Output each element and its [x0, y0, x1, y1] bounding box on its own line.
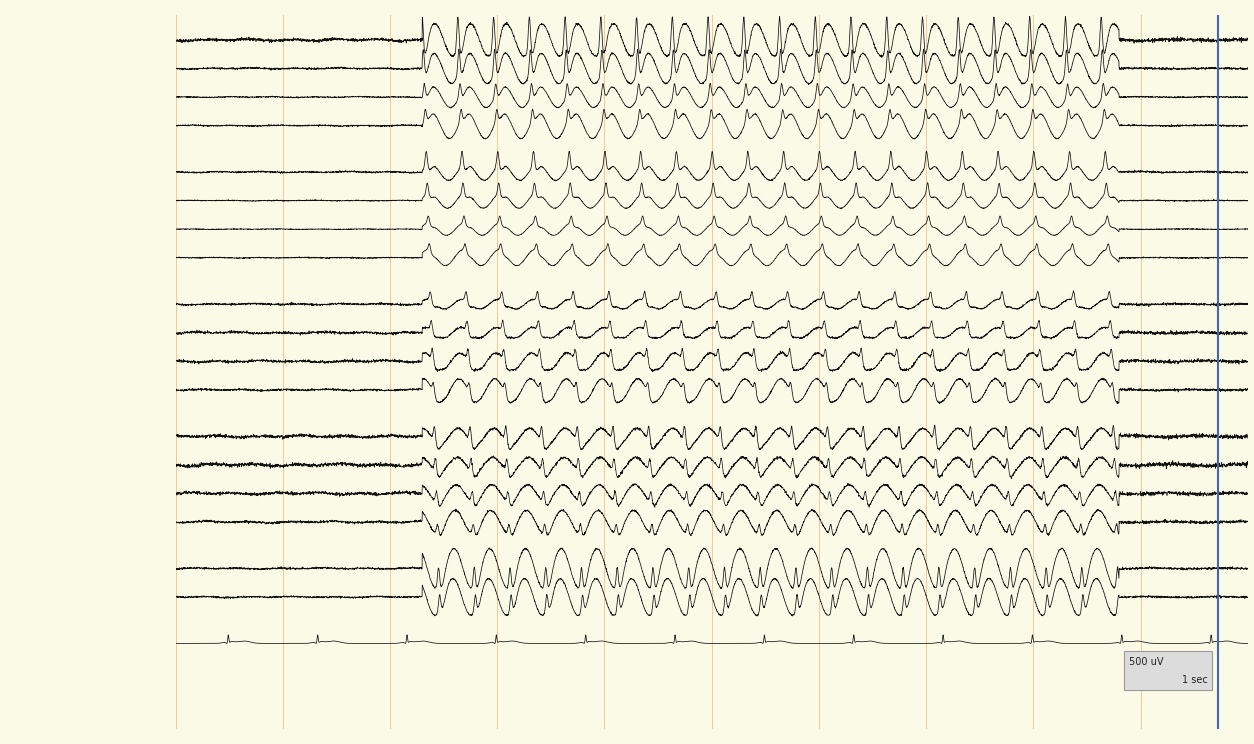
Text: 500 uV: 500 uV: [1129, 656, 1164, 667]
FancyBboxPatch shape: [1125, 650, 1213, 690]
Text: 1 sec: 1 sec: [1183, 675, 1208, 685]
